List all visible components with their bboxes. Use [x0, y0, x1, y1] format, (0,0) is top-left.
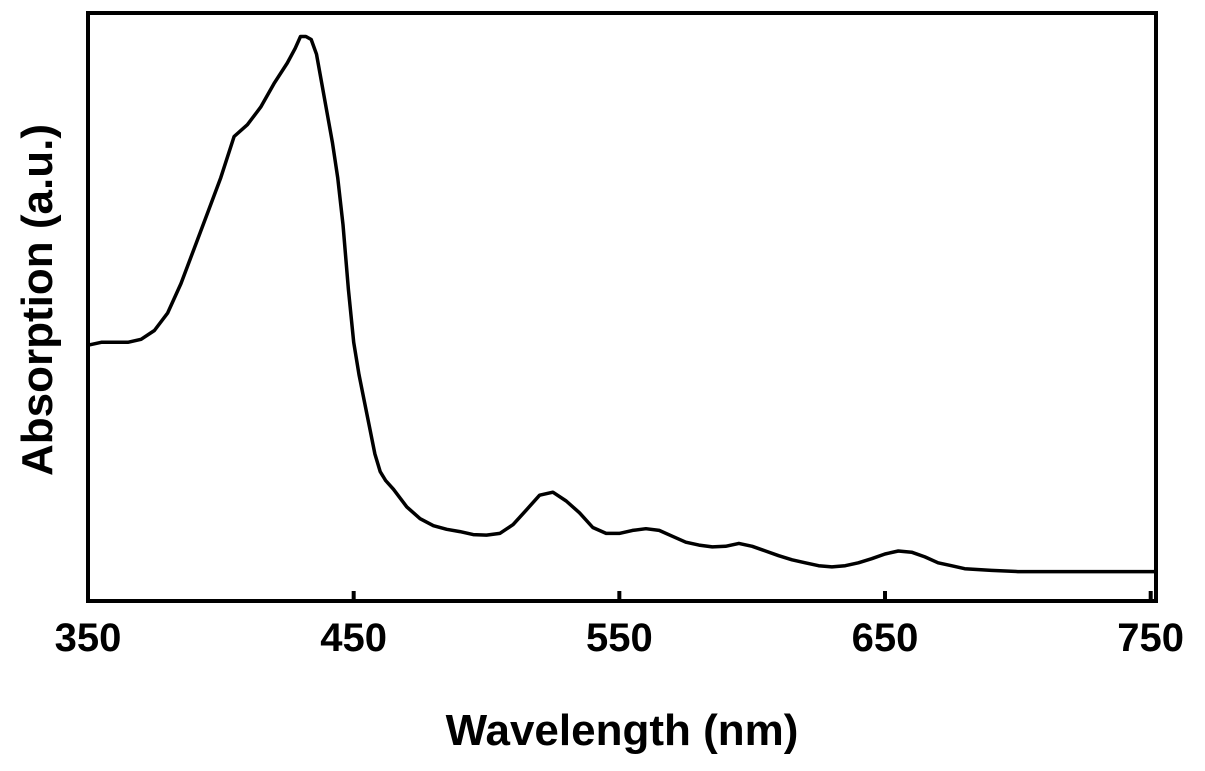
y-axis-title: Absorption (a.u.)	[13, 124, 62, 476]
x-tick-label: 550	[586, 616, 653, 660]
absorption-spectrum-line	[86, 34, 1158, 574]
x-tick-label: 650	[852, 616, 919, 660]
x-tick-label: 350	[55, 616, 122, 660]
x-axis-ticks: 350 450 550 650 750	[55, 591, 1184, 660]
x-axis-title: Wavelength (nm)	[446, 706, 799, 755]
x-tick-label: 450	[320, 616, 387, 660]
x-tick-label: 750	[1117, 616, 1184, 660]
plot-frame	[86, 11, 1158, 603]
